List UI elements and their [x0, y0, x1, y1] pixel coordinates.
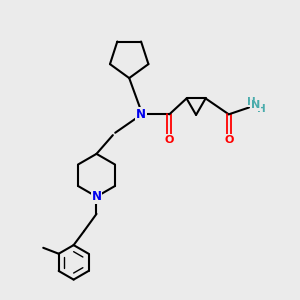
Text: O: O — [165, 135, 174, 145]
Text: N: N — [136, 108, 146, 121]
Text: N: N — [251, 100, 260, 110]
Text: H: H — [257, 104, 266, 114]
Text: H: H — [247, 97, 255, 106]
Text: O: O — [224, 135, 233, 145]
Text: N: N — [92, 190, 101, 203]
